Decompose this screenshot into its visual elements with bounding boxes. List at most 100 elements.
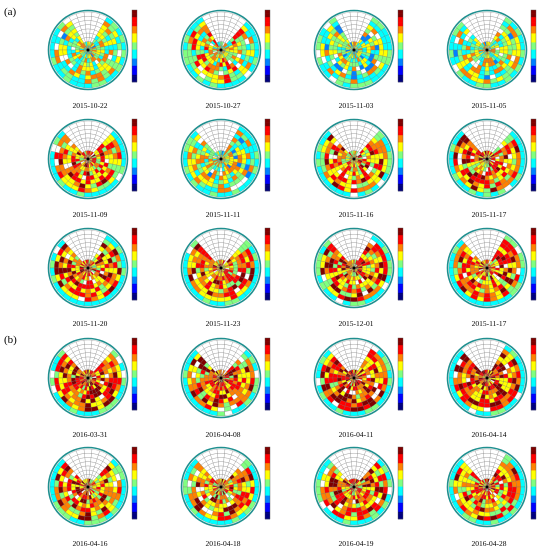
colorbar-segment [265, 171, 270, 174]
sky-bin [511, 158, 517, 166]
sky-bin [378, 267, 384, 275]
sky-map-svg [446, 9, 537, 91]
date-label: 2015-11-17 [471, 319, 507, 328]
colorbar-segment [398, 375, 403, 378]
colorbar-segment [398, 401, 403, 404]
colorbar-frame [131, 118, 138, 192]
colorbar-segment [265, 276, 270, 279]
colorbar-frame [264, 118, 271, 192]
colorbar-segment [132, 294, 137, 297]
colorbar-segment [398, 140, 403, 143]
sky-bin [249, 377, 255, 386]
colorbar-segment [531, 71, 536, 74]
colorbar-segment [531, 133, 536, 136]
colorbar-segment [398, 264, 403, 267]
sky-bin [112, 267, 118, 275]
sky-bin [245, 371, 251, 379]
colorbar-segment [265, 131, 270, 134]
colorbar-segment [132, 60, 137, 63]
colorbar-segment [531, 287, 536, 290]
sky-map-svg [47, 118, 138, 200]
sky-bin [457, 158, 463, 166]
colorbar-segment [531, 169, 536, 172]
colorbar-segment [398, 24, 403, 27]
sky-bin [120, 259, 127, 269]
colorbar-segment [265, 368, 270, 371]
sky-bin [253, 150, 260, 160]
colorbar-segment [531, 29, 536, 32]
colorbar-segment [531, 74, 536, 77]
sky-bin [351, 24, 357, 30]
sky-bin [66, 158, 72, 164]
colorbar-segment [265, 33, 270, 36]
colorbar-segment [531, 171, 536, 174]
colorbar-segment [132, 289, 137, 292]
colorbar-segment [132, 156, 137, 159]
colorbar-segment [398, 384, 403, 387]
colorbar-segment [531, 155, 536, 158]
sky-map-svg [446, 337, 537, 419]
sky-bin [58, 377, 64, 385]
date-label: 2015-11-17 [471, 210, 507, 219]
sky-bin [195, 158, 201, 165]
colorbar-segment [531, 176, 536, 179]
colorbar-segment [531, 151, 536, 154]
colorbar-segment [265, 44, 270, 47]
station-marker [219, 266, 223, 270]
colorbar-segment [398, 357, 403, 360]
colorbar-segment [531, 255, 536, 258]
colorbar-segment [398, 386, 403, 389]
colorbar-segment [398, 13, 403, 16]
colorbar-segment [265, 258, 270, 261]
colorbar-segment [398, 294, 403, 297]
station-marker [485, 48, 489, 52]
sky-bin [465, 267, 471, 273]
sky-bin [218, 288, 224, 294]
sky-bin [219, 360, 223, 366]
colorbar-segment [531, 183, 536, 186]
colorbar-segment [398, 381, 403, 384]
colorbar-segment [265, 178, 270, 181]
station-marker [352, 376, 356, 380]
sky-bin [249, 267, 255, 276]
sky-bin [515, 370, 521, 379]
colorbar-segment [132, 352, 137, 355]
colorbar-segment [265, 11, 270, 14]
sky-bin [453, 370, 459, 379]
sky-bin [484, 356, 490, 362]
outer-ring [47, 337, 129, 419]
colorbar-segment [531, 38, 536, 41]
colorbar-segment [132, 158, 137, 161]
colorbar-segment [132, 361, 137, 364]
colorbar-segment [398, 22, 403, 25]
sky-bin [217, 188, 225, 193]
sky-bin [482, 301, 492, 307]
sky-bin [85, 137, 91, 143]
sky-bin [249, 151, 255, 160]
sky-bin [85, 356, 91, 362]
sky-bin [465, 158, 471, 164]
sky-bin [484, 66, 490, 72]
colorbar-segment [132, 265, 137, 268]
colorbar-segment [398, 278, 403, 281]
colorbar-segment [398, 185, 403, 188]
colorbar-frame [131, 337, 138, 411]
sky-bin [217, 75, 225, 80]
sky-bin [199, 267, 205, 273]
sky-bin [484, 284, 490, 290]
sky-bin [461, 267, 467, 274]
colorbar-segment [531, 10, 536, 13]
colorbar-segment [132, 74, 137, 77]
colorbar-segment [531, 20, 536, 23]
colorbar-segment [132, 135, 137, 138]
colorbar-segment [265, 189, 270, 192]
colorbar-segment [398, 60, 403, 63]
colorbar-segment [531, 142, 536, 145]
colorbar-segment [398, 238, 403, 241]
sky-bin [249, 49, 255, 58]
colorbar-segment [265, 381, 270, 384]
sky-bin [485, 360, 489, 366]
colorbar-segment [265, 359, 270, 362]
colorbar-segment [398, 162, 403, 165]
outer-ring [180, 227, 262, 309]
